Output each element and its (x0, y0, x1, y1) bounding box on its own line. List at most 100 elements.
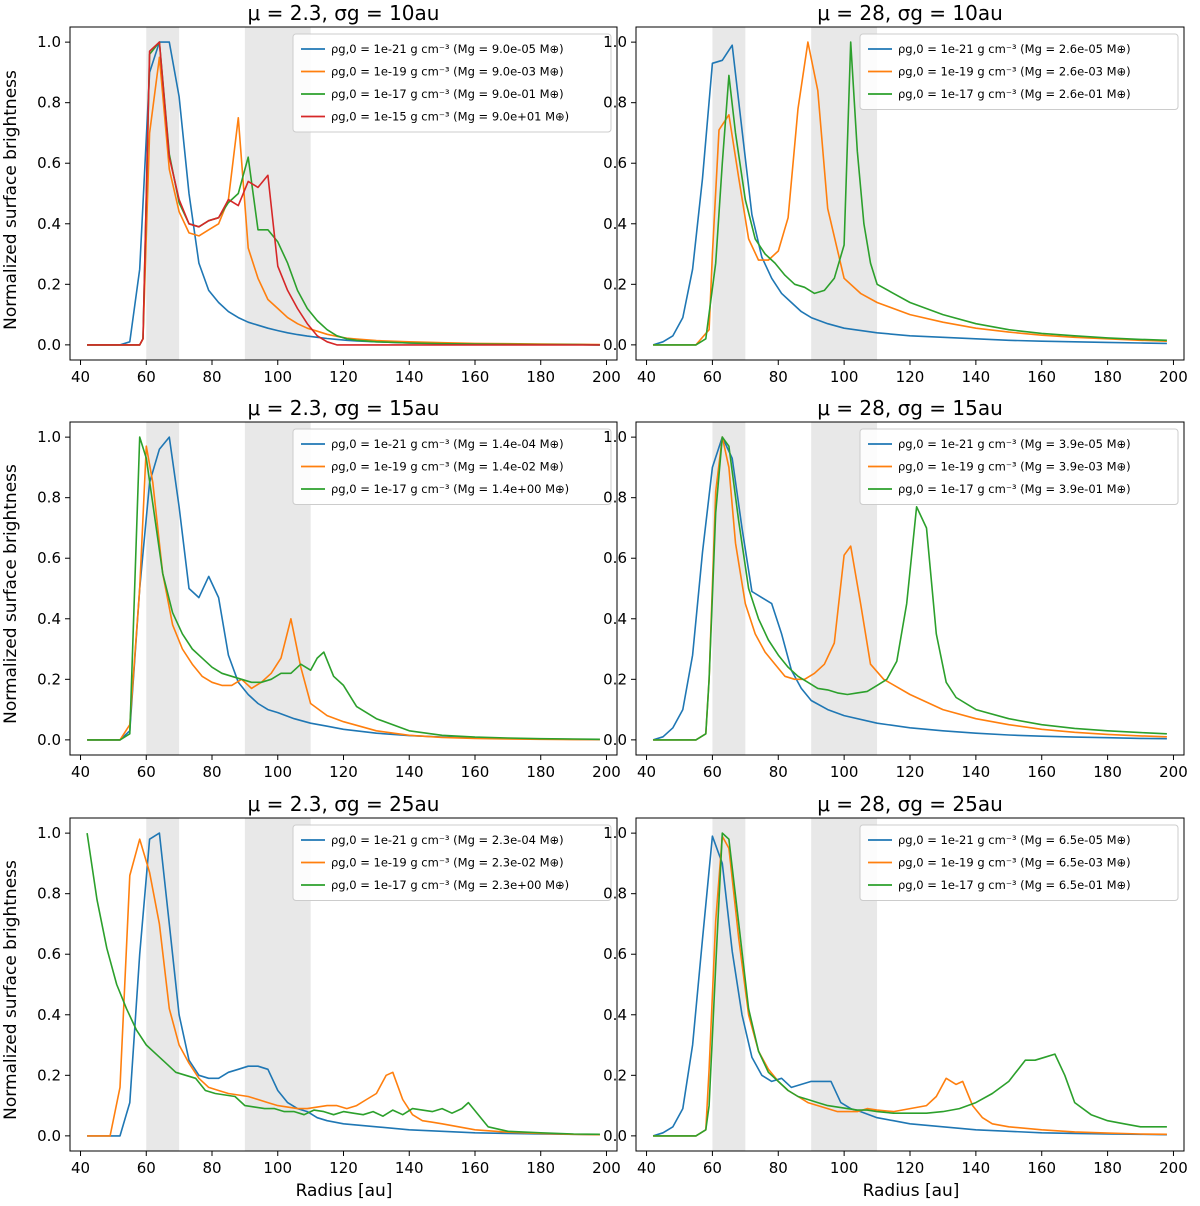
chart-title: μ = 28, σg = 10au (817, 1, 1003, 25)
x-tick-label: 200 (592, 368, 621, 386)
x-tick-label: 160 (1027, 763, 1056, 781)
x-tick-label: 60 (703, 368, 722, 386)
x-tick-label: 80 (769, 1159, 788, 1177)
y-tick-label: 0.0 (37, 731, 61, 749)
x-tick-label: 80 (769, 763, 788, 781)
x-tick-label: 40 (637, 763, 656, 781)
legend-box (292, 824, 612, 901)
series-line (87, 445, 600, 741)
y-tick-label: 0.6 (603, 154, 627, 172)
chart-panel: 40 60 80 100 120 140 160 180 200 0.0 0.2 0.4 0.6 0.8 1… (603, 396, 1188, 781)
legend-entry: ρg,0 = 1e-17 g cm⁻³ (Mg = 2.6e-01 M⊕) (898, 87, 1131, 101)
series-line (87, 56, 600, 346)
y-tick-label: 1.0 (603, 33, 627, 51)
x-tick-label: 100 (263, 1159, 292, 1177)
x-tick-label: 40 (71, 368, 90, 386)
x-tick-label: 160 (1027, 368, 1056, 386)
legend-entry: ρg,0 = 1e-17 g cm⁻³ (Mg = 2.3e+00 M⊕) (331, 878, 569, 892)
series-line (653, 436, 1167, 741)
x-tick-label: 60 (703, 1159, 722, 1177)
x-tick-label: 180 (526, 763, 555, 781)
x-tick-label: 120 (329, 763, 358, 781)
legend-entry: ρg,0 = 1e-17 g cm⁻³ (Mg = 1.4e+00 M⊕) (331, 482, 569, 496)
x-tick-label: 60 (137, 763, 156, 781)
y-tick-label: 0.4 (37, 215, 61, 233)
x-tick-label: 80 (202, 1159, 221, 1177)
x-tick-label: 200 (1159, 763, 1188, 781)
chart-panel: 40 60 80 100 120 140 160 180 200 0.0 0.2 0.4 0.6 0.8 1… (603, 792, 1188, 1177)
x-tick-label: 140 (395, 763, 424, 781)
series-line (87, 436, 600, 741)
y-tick-label: 0.2 (37, 1066, 61, 1084)
y-axis-label: Normalized surface brightness (1, 464, 21, 724)
series-line (653, 41, 1167, 346)
legend-entry: ρg,0 = 1e-19 g cm⁻³ (Mg = 1.4e-02 M⊕) (331, 460, 564, 474)
x-tick-label: 140 (962, 763, 991, 781)
y-tick-label: 0.2 (603, 1066, 627, 1084)
y-tick-label: 0.0 (603, 336, 627, 354)
x-tick-label: 80 (769, 368, 788, 386)
x-tick-label: 40 (71, 1159, 90, 1177)
series-line (652, 44, 1167, 346)
series-line (653, 41, 1167, 346)
shaded-region (146, 818, 180, 1151)
legend-entry: ρg,0 = 1e-21 g cm⁻³ (Mg = 2.6e-05 M⊕) (898, 42, 1131, 56)
x-tick-label: 80 (202, 368, 221, 386)
chart-title: μ = 28, σg = 15au (817, 396, 1003, 420)
y-tick-label: 1.0 (37, 428, 61, 446)
legend-box (859, 33, 1179, 110)
x-tick-label: 40 (637, 368, 656, 386)
x-tick-label: 180 (526, 368, 555, 386)
y-tick-label: 0.2 (37, 670, 61, 688)
legend-entry: ρg,0 = 1e-15 g cm⁻³ (Mg = 9.0e+01 M⊕) (331, 110, 569, 124)
x-tick-label: 40 (71, 763, 90, 781)
x-tick-label: 160 (461, 763, 490, 781)
chart-title: μ = 2.3, σg = 10au (248, 1, 440, 25)
series-line (653, 835, 1167, 1137)
legend-entry: ρg,0 = 1e-21 g cm⁻³ (Mg = 2.3e-04 M⊕) (331, 833, 564, 847)
legend-entry: ρg,0 = 1e-21 g cm⁻³ (Mg = 3.9e-05 M⊕) (898, 437, 1131, 451)
x-tick-label: 120 (329, 1159, 358, 1177)
x-tick-label: 60 (137, 368, 156, 386)
x-tick-label: 200 (592, 763, 621, 781)
y-axis-label: Normalized surface brightness (1, 70, 21, 330)
legend-entry: ρg,0 = 1e-19 g cm⁻³ (Mg = 2.6e-03 M⊕) (898, 65, 1131, 79)
y-tick-label: 1.0 (37, 33, 61, 51)
y-tick-label: 0.2 (603, 670, 627, 688)
panels: 40 60 80 100 120 140 160 180 200 0.0 0.2 0.4 0.6 0.8 1… (37, 1, 1188, 1177)
legend-entry: ρg,0 = 1e-17 g cm⁻³ (Mg = 6.5e-01 M⊕) (898, 878, 1131, 892)
chart-panel: 40 60 80 100 120 140 160 180 200 0.0 0.2 0.4 0.6 0.8 1… (37, 396, 621, 781)
legend-entry: ρg,0 = 1e-17 g cm⁻³ (Mg = 9.0e-01 M⊕) (331, 87, 564, 101)
y-tick-label: 0.8 (603, 489, 627, 507)
x-tick-label: 60 (137, 1159, 156, 1177)
legend-box (292, 33, 612, 133)
chart-panel: 40 60 80 100 120 140 160 180 200 0.0 0.2 0.4 0.6 0.8 1… (603, 1, 1188, 386)
y-tick-label: 0.0 (37, 336, 61, 354)
shaded-region (712, 818, 746, 1151)
y-tick-label: 0.2 (37, 275, 61, 293)
x-tick-label: 100 (830, 763, 859, 781)
x-tick-label: 100 (263, 368, 292, 386)
y-tick-label: 0.6 (603, 945, 627, 963)
y-tick-label: 1.0 (603, 824, 627, 842)
x-axis-label: Radius [au] (863, 1181, 960, 1201)
y-tick-label: 0.0 (37, 1127, 61, 1145)
series-line (653, 436, 1167, 741)
x-tick-label: 120 (329, 368, 358, 386)
series-line (86, 832, 600, 1136)
y-tick-label: 0.6 (37, 154, 61, 172)
y-tick-label: 0.6 (37, 945, 61, 963)
y-tick-label: 0.4 (603, 1006, 627, 1024)
chart-title: μ = 28, σg = 25au (817, 792, 1003, 816)
chart-title: μ = 2.3, σg = 15au (248, 396, 440, 420)
y-tick-label: 0.8 (37, 94, 61, 112)
x-tick-label: 80 (202, 763, 221, 781)
x-tick-label: 100 (263, 763, 292, 781)
x-tick-label: 160 (461, 1159, 490, 1177)
y-tick-label: 0.6 (37, 549, 61, 567)
legend-box (859, 428, 1179, 505)
y-tick-label: 0.8 (37, 489, 61, 507)
legend-entry: ρg,0 = 1e-19 g cm⁻³ (Mg = 6.5e-03 M⊕) (898, 856, 1131, 870)
legend-box (292, 428, 612, 505)
